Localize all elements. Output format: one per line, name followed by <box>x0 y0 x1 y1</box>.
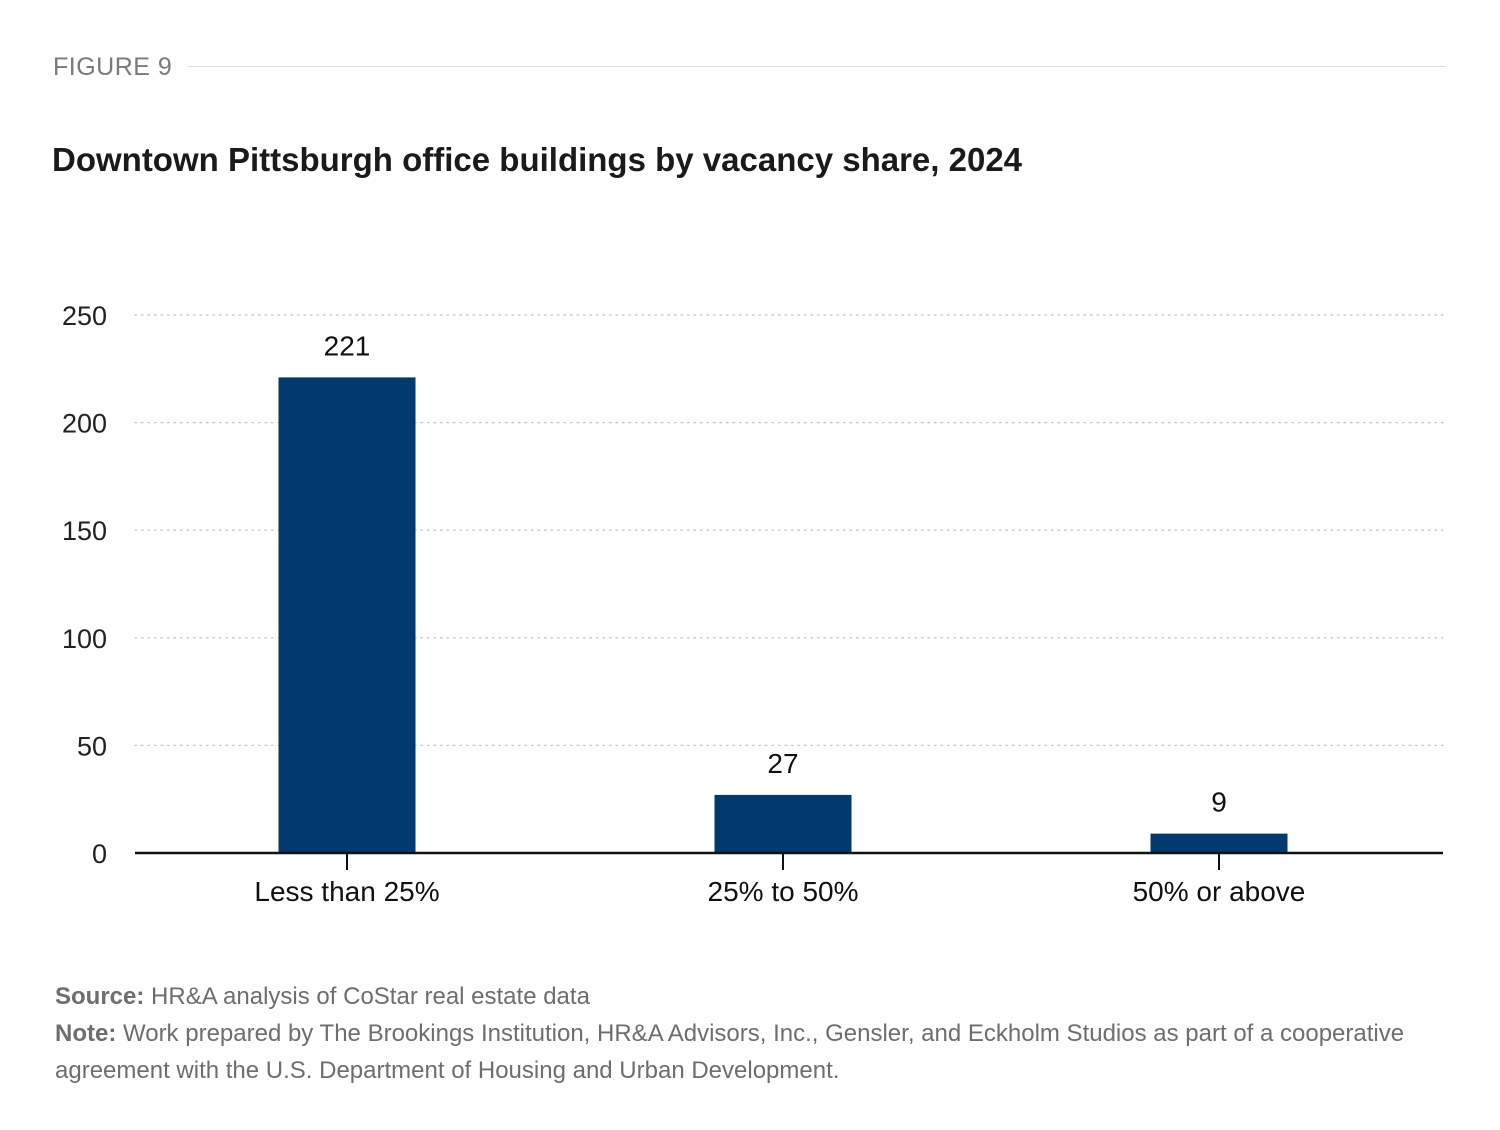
note-line: Note: Work prepared by The Brookings Ins… <box>55 1015 1455 1089</box>
chart-footer: Source: HR&A analysis of CoStar real est… <box>55 978 1455 1089</box>
y-tick-label: 100 <box>62 624 107 654</box>
data-label: 27 <box>767 748 798 779</box>
data-label: 9 <box>1211 787 1227 818</box>
figure-label: FIGURE 9 <box>53 50 189 84</box>
bar <box>278 377 416 853</box>
bar-chart: 0 50 100 150 200 250 221 Less than 25% 27 25% to … <box>62 301 1444 907</box>
x-tick-label: 25% to 50% <box>708 876 859 907</box>
y-tick-label: 0 <box>92 839 107 869</box>
source-label: Source: <box>55 983 145 1010</box>
y-tick-label: 150 <box>62 516 107 546</box>
figure-header: FIGURE 9 <box>53 50 1446 84</box>
chart-title: Downtown Pittsburgh office buildings by … <box>52 141 1023 178</box>
bar <box>714 794 852 853</box>
y-tick-label: 200 <box>62 409 107 439</box>
y-tick-label: 50 <box>77 731 107 761</box>
data-label: 221 <box>324 330 371 361</box>
source-text: HR&A analysis of CoStar real estate data <box>144 983 590 1010</box>
note-text: Work prepared by The Brookings Instituti… <box>55 1020 1405 1084</box>
y-tick-label: 250 <box>62 301 107 331</box>
source-line: Source: HR&A analysis of CoStar real est… <box>55 978 1455 1015</box>
x-tick-label: Less than 25% <box>254 876 439 907</box>
x-tick-label: 50% or above <box>1133 876 1306 907</box>
note-label: Note: <box>55 1020 117 1047</box>
bar <box>1150 833 1288 853</box>
header-rule <box>53 66 1446 67</box>
